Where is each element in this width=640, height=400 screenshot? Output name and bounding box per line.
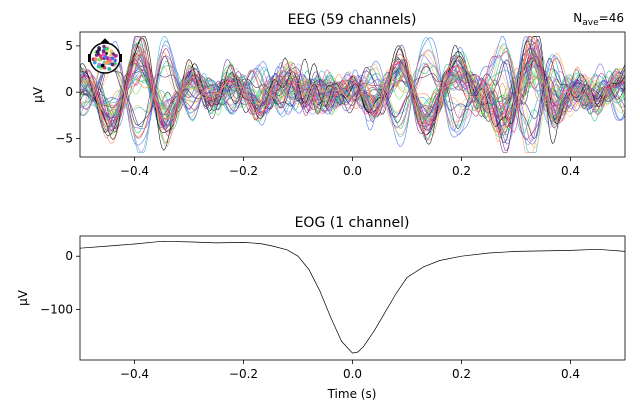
- eeg-channel-trace: [80, 63, 625, 127]
- eeg-channel-trace: [80, 55, 625, 114]
- eog-traces: [80, 240, 625, 354]
- eog-xlabel: Time (s): [327, 387, 377, 400]
- eeg-channel-trace: [80, 41, 625, 143]
- eeg-channel-trace: [80, 61, 625, 128]
- eeg-xtick-label: 0.4: [561, 164, 580, 178]
- eeg-x-axis: −0.4 −0.2 0.0 0.2 0.4: [120, 157, 580, 178]
- sensor-dot: [95, 50, 100, 54]
- sensor-dot: [110, 62, 115, 67]
- eeg-ylabel: µV: [31, 86, 45, 103]
- sensor-dot: [109, 53, 113, 58]
- eeg-channel-trace: [80, 36, 625, 144]
- eog-panel: EOG (1 channel) µV −0.4 −0.2 0.0 0.2 0.4 0 −1…: [16, 215, 626, 400]
- eog-xtick-label: −0.4: [120, 367, 149, 381]
- eeg-channel-trace: [80, 55, 625, 140]
- eog-axes-frame: [79, 235, 626, 361]
- eeg-channel-trace: [80, 36, 625, 151]
- eeg-xtick-label: −0.4: [120, 164, 149, 178]
- sensor-dot: [101, 49, 106, 53]
- sensor-dot: [93, 57, 98, 61]
- head-left-ear-icon: [88, 54, 91, 62]
- eog-xtick-label: 0.4: [561, 367, 580, 381]
- sensor-dot: [109, 49, 114, 53]
- sensor-dot: [114, 54, 118, 58]
- eeg-channel-trace: [80, 37, 625, 135]
- sensor-dots: [91, 44, 118, 71]
- eeg-xtick-label: −0.2: [229, 164, 258, 178]
- sensor-dot: [101, 52, 106, 56]
- nave-value: =46: [599, 11, 624, 25]
- eeg-channel-trace: [80, 60, 625, 126]
- sensor-dot: [97, 47, 101, 52]
- eeg-traces: [80, 36, 625, 153]
- sensor-dot: [94, 53, 99, 57]
- sensor-dot: [102, 44, 106, 49]
- head-right-ear-icon: [119, 54, 122, 62]
- eog-x-axis: −0.4 −0.2 0.0 0.2 0.4: [120, 360, 580, 381]
- eeg-panel: EEG (59 channels) Nave=46 µV −0.4 −0.2 0.0…: [31, 11, 626, 178]
- eeg-axes-frame: [79, 31, 626, 158]
- eog-ylabel: µV: [16, 289, 30, 306]
- head-nose-icon: [100, 38, 110, 44]
- eog-xtick-label: −0.2: [229, 367, 258, 381]
- head-sensor-map: [88, 38, 122, 74]
- sensor-dot: [98, 54, 103, 58]
- eog-ytick-label: −100: [40, 302, 73, 316]
- eeg-channel-trace: [80, 48, 625, 140]
- eog-y-axis: 0 −100: [40, 249, 80, 316]
- eeg-channel-trace: [80, 45, 625, 149]
- nave-subscript: ave: [582, 18, 599, 28]
- sensor-dot: [105, 60, 109, 65]
- eeg-ytick-label: 5: [65, 39, 73, 53]
- eeg-title: EEG (59 channels): [288, 12, 417, 28]
- eeg-channel-trace: [80, 64, 625, 123]
- eeg-channel-trace: [80, 36, 625, 152]
- eeg-channel-trace: [80, 55, 625, 120]
- eog-xtick-label: 0.0: [343, 367, 362, 381]
- sensor-dot: [97, 62, 101, 67]
- sensor-dot: [107, 67, 111, 71]
- eeg-y-axis: 5 0 −5: [55, 39, 80, 145]
- nave-label: N: [573, 11, 582, 25]
- eog-trace: [80, 240, 625, 354]
- sensor-dot: [100, 63, 105, 68]
- sensor-dot: [97, 57, 102, 62]
- sensor-dot: [93, 60, 97, 65]
- eeg-ytick-label: −5: [55, 131, 73, 145]
- eog-title: EOG (1 channel): [295, 215, 410, 231]
- eeg-xtick-label: 0.0: [343, 164, 362, 178]
- eeg-nave-annotation: Nave=46: [573, 11, 624, 28]
- eeg-ytick-label: 0: [65, 85, 73, 99]
- eog-ytick-label: 0: [65, 249, 73, 263]
- eeg-xtick-label: 0.2: [452, 164, 471, 178]
- eog-xtick-label: 0.2: [452, 367, 471, 381]
